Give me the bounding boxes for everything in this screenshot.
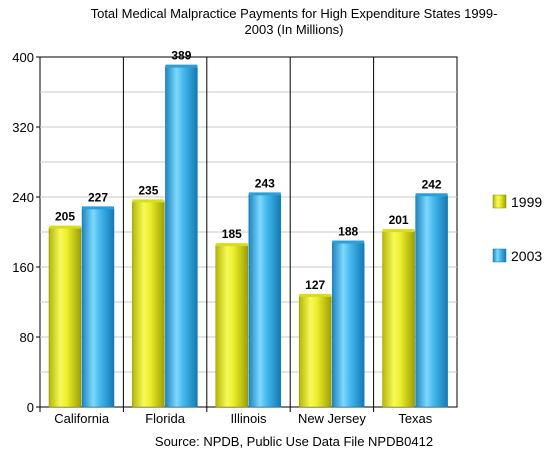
data-label: 242 (422, 177, 442, 191)
y-tick-label: 80 (20, 330, 34, 345)
bar-top-cap (382, 229, 415, 233)
data-label: 235 (138, 183, 158, 197)
data-label: 243 (255, 176, 275, 190)
x-tick-label: Texas (398, 411, 432, 426)
bar-1999-california (48, 227, 82, 408)
y-tick-label: 240 (12, 190, 34, 205)
bar-top-cap (215, 243, 248, 247)
bar-top-cap (332, 240, 365, 244)
legend-swatch-2003 (492, 248, 507, 263)
y-tick-label: 320 (12, 120, 34, 135)
bar-2003-texas (415, 195, 448, 408)
bar-1999-new-jersey (298, 295, 332, 408)
y-tick-label: 160 (12, 260, 34, 275)
bar-2003-california (81, 208, 115, 408)
y-axis-ticks: 0 80 160 240 320 400 (12, 50, 40, 415)
y-tick-label: 0 (27, 400, 34, 415)
legend-swatch-1999 (492, 194, 507, 209)
y-tick-label: 400 (12, 50, 34, 65)
data-label: 201 (389, 213, 409, 227)
data-label: 188 (338, 225, 358, 239)
x-tick-label: Illinois (230, 411, 267, 426)
legend: 1999 2003 (492, 194, 542, 264)
bar-top-cap (132, 199, 165, 203)
bar-top-cap (299, 293, 332, 297)
value-labels: 205 227 235 389 185 243 127 188 201 242 (55, 49, 442, 292)
bar-top-cap (82, 206, 114, 210)
legend-label-2003: 2003 (511, 248, 542, 264)
bar-2003-illinois (248, 194, 282, 408)
bar-top-cap (248, 192, 281, 196)
data-label: 227 (88, 190, 108, 204)
bar-top-cap (415, 193, 448, 197)
bar-2003-florida (165, 66, 198, 408)
legend-label-1999: 1999 (511, 194, 542, 210)
chart-title-line-1: Total Medical Malpractice Payments for H… (91, 6, 498, 21)
x-tick-label: California (54, 411, 110, 426)
x-tick-label: Florida (145, 411, 186, 426)
x-tick-label: New Jersey (298, 411, 366, 426)
bar-1999-florida (132, 201, 165, 408)
data-label: 389 (171, 49, 191, 63)
x-axis-categories: California Florida Illinois New Jersey Texas (39, 407, 433, 426)
bar-1999-illinois (215, 244, 249, 408)
category-separators (122, 57, 375, 407)
data-label: 205 (55, 210, 75, 224)
bar-1999-texas (382, 230, 415, 408)
source-note: Source: NPDB, Public Use Data File NPDB0… (155, 434, 433, 449)
chart-title-line-2: 2003 (In Millions) (245, 22, 344, 37)
bar-2003-new-jersey (331, 242, 365, 408)
bar-top-cap (49, 225, 81, 229)
bar-top-cap (165, 64, 198, 68)
data-label: 185 (222, 227, 242, 241)
data-label: 127 (305, 278, 325, 292)
bars (48, 64, 448, 408)
